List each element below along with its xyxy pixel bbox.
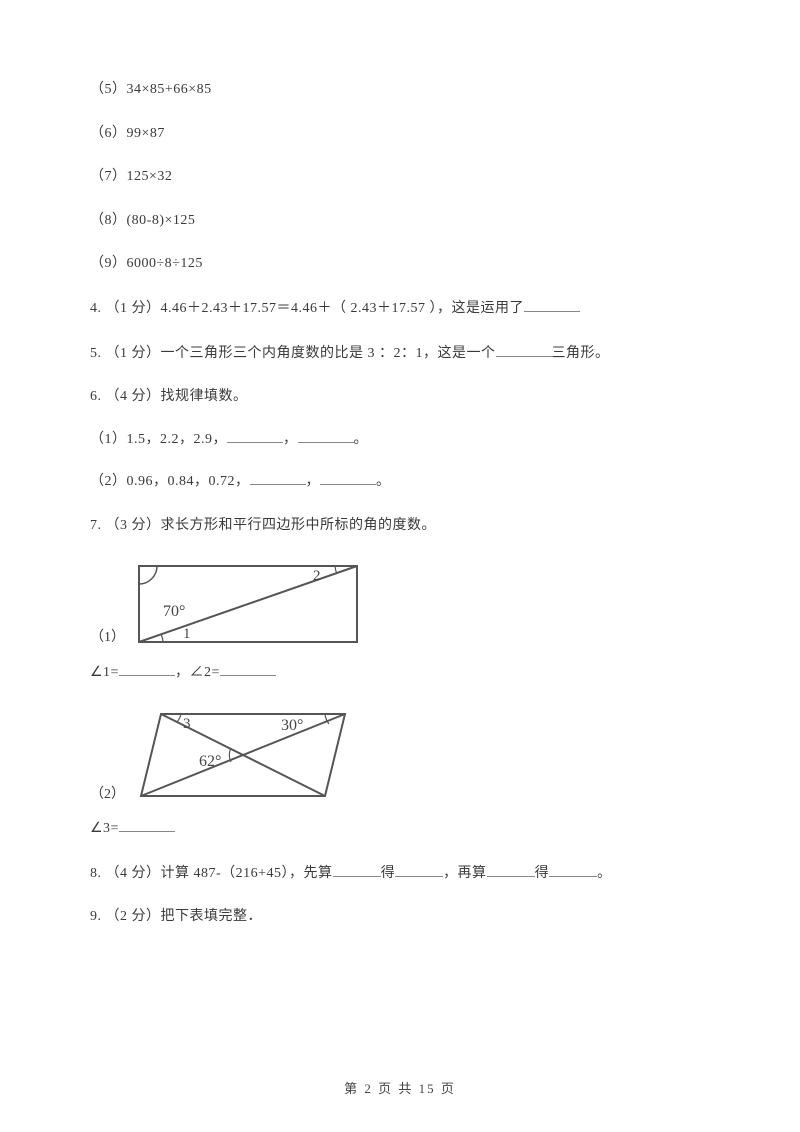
q7-figure-1-wrap: （1） 70° 1 2 bbox=[90, 560, 710, 648]
q7-figure-2-wrap: （2） 3 30° 62° bbox=[90, 706, 710, 804]
page-footer: 第 2 页 共 15 页 bbox=[0, 1080, 800, 1098]
q7-ans2-blank[interactable] bbox=[119, 818, 175, 832]
q7-fig1-70: 70° bbox=[163, 603, 185, 620]
question-7-title: 7. （3 分）求长方形和平行四边形中所标的角的度数。 bbox=[90, 516, 710, 536]
q8-d: 得 bbox=[535, 866, 550, 881]
q6p2-blank2[interactable] bbox=[320, 471, 376, 485]
q7-ans1-sep: ，∠2= bbox=[175, 665, 220, 680]
item-8: （8）(80-8)×125 bbox=[90, 211, 710, 231]
q6p2-blank1[interactable] bbox=[250, 471, 306, 485]
q4-blank[interactable] bbox=[524, 298, 580, 312]
q8-e: 。 bbox=[597, 866, 612, 881]
q4-text: 4. （1 分）4.46＋2.43＋17.57＝4.46＋（ 2.43＋17.5… bbox=[90, 301, 524, 316]
q8-blank2[interactable] bbox=[395, 863, 443, 877]
item-7: （7）125×32 bbox=[90, 167, 710, 187]
question-6-part1: （1）1.5，2.2，2.9， ， 。 bbox=[90, 429, 710, 450]
q7-fig2-30: 30° bbox=[281, 717, 303, 734]
q8-a: 8. （4 分）计算 487-（216+45），先算 bbox=[90, 866, 333, 881]
q8-blank1[interactable] bbox=[333, 863, 381, 877]
q7-fig1-1: 1 bbox=[183, 626, 191, 642]
q7-ans2-label: ∠3= bbox=[90, 821, 119, 836]
question-6-title: 6. （4 分）找规律填数。 bbox=[90, 387, 710, 407]
q6p2-end: 。 bbox=[376, 474, 391, 489]
q6p2-prefix: （2）0.96，0.84，0.72， bbox=[90, 474, 250, 489]
item-9: （9）6000÷8÷125 bbox=[90, 254, 710, 274]
q5-blank[interactable] bbox=[496, 343, 552, 357]
q7-fig2-62: 62° bbox=[199, 753, 221, 770]
q5-prefix: 5. （1 分）一个三角形三个内角度数的比是 3 ：2：1，这是一个 bbox=[90, 346, 496, 361]
q7-ans1-blank2[interactable] bbox=[220, 662, 276, 676]
q8-blank3[interactable] bbox=[487, 863, 535, 877]
question-4: 4. （1 分）4.46＋2.43＋17.57＝4.46＋（ 2.43＋17.5… bbox=[90, 298, 710, 319]
q7-figure-1: 70° 1 2 bbox=[133, 560, 363, 648]
q8-b: 得 bbox=[381, 866, 396, 881]
q6p1-end: 。 bbox=[354, 432, 369, 447]
q7-fig1-label: （1） bbox=[90, 628, 125, 648]
question-6-part2: （2）0.96，0.84，0.72， ， 。 bbox=[90, 471, 710, 492]
q7-fig1-2: 2 bbox=[313, 568, 321, 584]
q6p1-sep: ， bbox=[283, 432, 298, 447]
q6p1-blank1[interactable] bbox=[227, 429, 283, 443]
question-9: 9. （2 分）把下表填完整． bbox=[90, 907, 710, 927]
q7-fig2-3: 3 bbox=[183, 716, 191, 732]
q8-blank4[interactable] bbox=[549, 863, 597, 877]
q6p1-prefix: （1）1.5，2.2，2.9， bbox=[90, 432, 227, 447]
q5-suffix: 三角形。 bbox=[552, 346, 610, 361]
q7-answer-2: ∠3= bbox=[90, 818, 710, 839]
item-5: （5）34×85+66×85 bbox=[90, 80, 710, 100]
question-5: 5. （1 分）一个三角形三个内角度数的比是 3 ：2：1，这是一个 三角形。 bbox=[90, 343, 710, 364]
q7-answer-1: ∠1= ，∠2= bbox=[90, 662, 710, 683]
question-8: 8. （4 分）计算 487-（216+45），先算 得 ，再算 得 。 bbox=[90, 863, 710, 884]
q6p2-sep: ， bbox=[306, 474, 321, 489]
q7-fig2-label: （2） bbox=[90, 785, 125, 805]
q7-ans1-a: ∠1= bbox=[90, 665, 119, 680]
q8-c: ，再算 bbox=[443, 866, 487, 881]
q6p1-blank2[interactable] bbox=[298, 429, 354, 443]
q7-figure-2: 3 30° 62° bbox=[133, 706, 353, 804]
item-6: （6）99×87 bbox=[90, 124, 710, 144]
q7-ans1-blank1[interactable] bbox=[119, 662, 175, 676]
